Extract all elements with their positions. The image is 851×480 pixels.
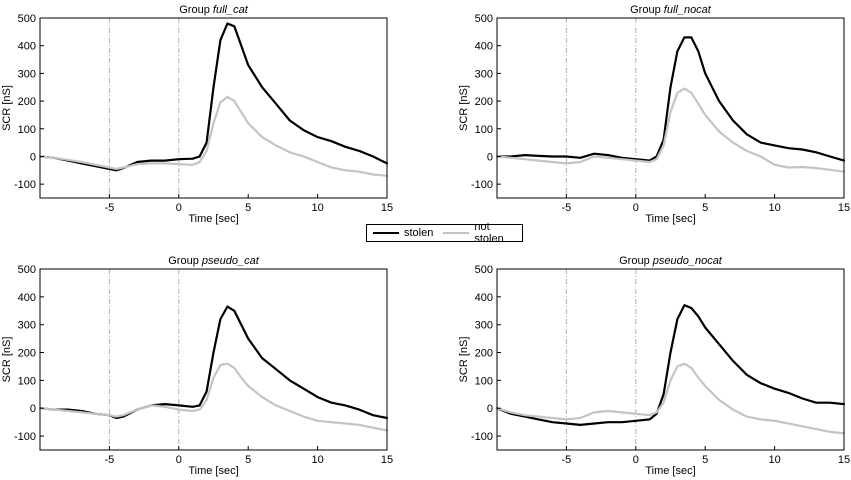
y-tick-label: 200 bbox=[18, 96, 36, 108]
x-tick-label: 0 bbox=[633, 202, 639, 214]
legend-swatch-not-stolen bbox=[443, 232, 470, 234]
y-tick-label: 500 bbox=[18, 264, 36, 276]
x-axis-label: Time [sec] bbox=[645, 213, 695, 225]
chart-title-group: full_cat bbox=[213, 4, 249, 16]
y-tick-label: 300 bbox=[18, 320, 36, 332]
legend-item-stolen: stolen bbox=[373, 227, 433, 239]
series-line-not-stolen bbox=[495, 362, 846, 435]
y-tick-label: 500 bbox=[18, 13, 36, 25]
chart-panel-pseudo-nocat: -5 0 5 10 15 -100 0 100 200 300 400 500 Time [sec] SC… bbox=[458, 255, 850, 477]
y-tick-label: 500 bbox=[475, 13, 493, 25]
x-tick-label: 0 bbox=[176, 202, 182, 214]
y-axis-label: SCR [nS] bbox=[458, 85, 470, 131]
axes-frame bbox=[39, 268, 388, 451]
legend-label-stolen: stolen bbox=[404, 227, 434, 239]
chart-panel-full-nocat: -5 0 5 10 15 -100 0 100 200 300 400 500 Time [sec] SC… bbox=[458, 4, 850, 225]
x-tick-label: 5 bbox=[702, 202, 708, 214]
series-line-stolen bbox=[495, 36, 846, 162]
y-tick-label: 300 bbox=[475, 320, 493, 332]
axes-frame bbox=[39, 17, 388, 199]
x-tick-label: 5 bbox=[245, 202, 251, 214]
chart-title-group: pseudo_nocat bbox=[652, 255, 723, 267]
chart-title-prefix: Group bbox=[619, 255, 653, 267]
y-tick-label: 300 bbox=[475, 68, 493, 80]
y-tick-label: 500 bbox=[475, 264, 493, 276]
x-tick-label: -5 bbox=[105, 202, 115, 214]
x-tick-label: 10 bbox=[768, 454, 780, 466]
axes-frame bbox=[496, 268, 845, 451]
chart-title: Group full_cat bbox=[179, 4, 248, 16]
x-axis-label: Time [sec] bbox=[645, 465, 695, 477]
series-line-stolen bbox=[495, 304, 846, 426]
y-tick-label: -100 bbox=[471, 179, 493, 191]
y-tick-label: 200 bbox=[18, 348, 36, 360]
y-axis-label: SCR [nS] bbox=[1, 337, 13, 383]
x-tick-label: -5 bbox=[562, 454, 572, 466]
y-tick-label: -100 bbox=[471, 431, 493, 443]
chart-title-prefix: Group bbox=[168, 255, 202, 267]
x-tick-label: 0 bbox=[633, 454, 639, 466]
y-tick-label: 400 bbox=[475, 292, 493, 304]
chart-title: Group full_nocat bbox=[630, 4, 712, 16]
y-tick-label: 0 bbox=[30, 403, 36, 415]
x-tick-label: 15 bbox=[838, 454, 850, 466]
chart-panel-pseudo-cat: -5 0 5 10 15 -100 0 100 200 300 400 500 Time [sec] SC… bbox=[1, 255, 393, 477]
x-axis-label: Time [sec] bbox=[188, 213, 238, 225]
x-tick-label: 10 bbox=[311, 454, 323, 466]
y-tick-label: -100 bbox=[14, 431, 36, 443]
chart-title-prefix: Group bbox=[179, 4, 213, 16]
y-tick-label: 0 bbox=[487, 151, 493, 163]
axes-frame bbox=[496, 17, 845, 199]
y-tick-label: 400 bbox=[18, 292, 36, 304]
x-tick-label: 5 bbox=[245, 454, 251, 466]
x-tick-label: 10 bbox=[768, 202, 780, 214]
y-tick-label: 100 bbox=[475, 375, 493, 387]
y-tick-label: 200 bbox=[475, 96, 493, 108]
y-tick-label: 200 bbox=[475, 348, 493, 360]
x-tick-label: 15 bbox=[381, 202, 393, 214]
chart-title-group: full_nocat bbox=[664, 4, 712, 16]
legend: stolen not stolen bbox=[366, 221, 523, 245]
legend-label-not-stolen: not stolen bbox=[474, 221, 504, 245]
x-tick-label: -5 bbox=[562, 202, 572, 214]
chart-panel-full-cat: -5 0 5 10 15 -100 0 100 200 300 400 500 Time [sec] SC… bbox=[1, 4, 393, 225]
series-line-not-stolen bbox=[38, 95, 389, 177]
series-line-not-stolen bbox=[38, 362, 389, 432]
x-tick-label: 15 bbox=[838, 202, 850, 214]
y-tick-label: 0 bbox=[487, 403, 493, 415]
y-tick-label: 100 bbox=[18, 375, 36, 387]
x-tick-label: 0 bbox=[176, 454, 182, 466]
series-line-stolen bbox=[38, 22, 389, 172]
series-line-stolen bbox=[38, 305, 389, 420]
y-axis-label: SCR [nS] bbox=[458, 337, 470, 383]
series-line-not-stolen bbox=[495, 87, 846, 173]
y-tick-label: 100 bbox=[475, 124, 493, 136]
x-tick-label: 5 bbox=[702, 454, 708, 466]
y-axis-label: SCR [nS] bbox=[1, 85, 13, 131]
x-axis-label: Time [sec] bbox=[188, 465, 238, 477]
y-tick-label: 400 bbox=[18, 41, 36, 53]
y-tick-label: 0 bbox=[30, 151, 36, 163]
x-tick-label: 10 bbox=[311, 202, 323, 214]
y-tick-label: 100 bbox=[18, 124, 36, 136]
chart-title-group: pseudo_cat bbox=[201, 255, 260, 267]
y-tick-label: -100 bbox=[14, 179, 36, 191]
legend-item-not-stolen: not stolen bbox=[443, 221, 522, 245]
chart-title-prefix: Group bbox=[630, 4, 664, 16]
y-tick-label: 300 bbox=[18, 68, 36, 80]
x-tick-label: 15 bbox=[381, 454, 393, 466]
chart-title: Group pseudo_nocat bbox=[619, 255, 723, 267]
y-tick-label: 400 bbox=[475, 41, 493, 53]
legend-swatch-stolen bbox=[373, 232, 399, 234]
chart-title: Group pseudo_cat bbox=[168, 255, 259, 267]
x-tick-label: -5 bbox=[105, 454, 115, 466]
